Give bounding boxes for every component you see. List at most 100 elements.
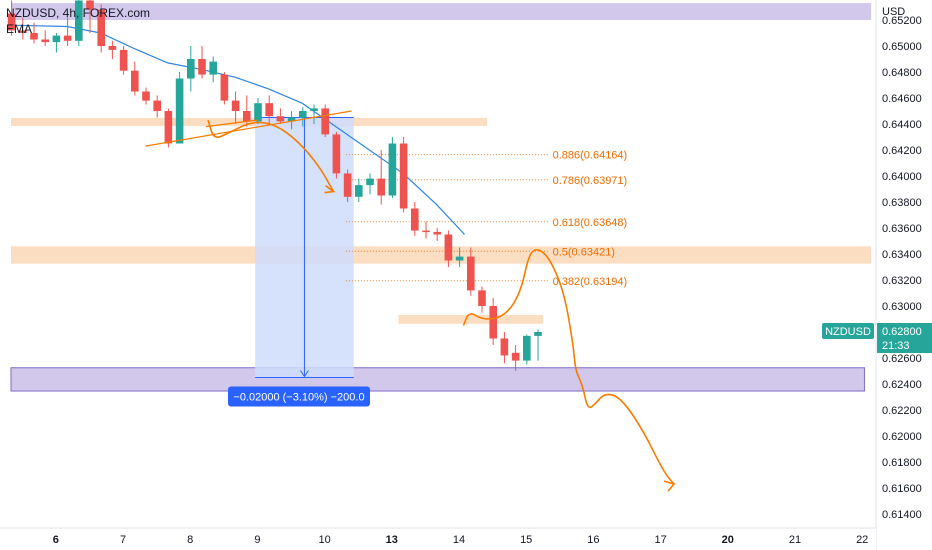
measure-arrow-head <box>300 370 309 378</box>
candle-body <box>455 256 464 261</box>
zone-purple-support <box>10 367 865 392</box>
candle-body <box>86 0 94 10</box>
candle-body <box>231 100 240 111</box>
price-tick: 0.62600 <box>882 353 922 365</box>
fib-label-2: 0.618(0.63648) <box>553 217 628 229</box>
trendline-0 <box>145 110 352 147</box>
measure-label-box <box>228 386 370 407</box>
candle-body <box>422 230 430 233</box>
price-tick: 0.62200 <box>882 405 922 417</box>
candle-body <box>97 9 105 47</box>
time-axis-bg <box>0 528 876 550</box>
ema-path <box>10 24 466 235</box>
candle-body <box>19 30 27 33</box>
price-tick: 0.61600 <box>882 483 922 495</box>
candle-body <box>7 13 16 31</box>
symbol-title[interactable]: NZDUSD, 4h, FOREX.com <box>6 6 151 20</box>
zones-layer <box>10 3 872 392</box>
time-tick: 8 <box>187 534 193 546</box>
ema-indicator-label[interactable]: EMA <box>6 22 33 36</box>
candle-body <box>108 46 117 50</box>
projection-curve <box>462 249 675 485</box>
price-tick: 0.63200 <box>882 275 922 287</box>
time-tick: 9 <box>254 534 260 546</box>
time-tick: 7 <box>120 534 126 546</box>
candle-body <box>287 117 296 122</box>
candle-body <box>131 70 139 92</box>
candle-body <box>30 33 38 40</box>
candle-body <box>377 178 385 196</box>
candle-body <box>265 103 273 117</box>
candle-body <box>243 111 251 122</box>
candle-body <box>534 332 542 336</box>
projection-arrow-head <box>663 480 676 492</box>
time-tick: 13 <box>386 534 398 546</box>
candle-body <box>254 103 262 122</box>
zone-upper-zone <box>11 117 487 127</box>
candle-body <box>75 0 83 41</box>
candle-body <box>119 49 128 71</box>
time-tick: 22 <box>856 534 868 546</box>
time-tick: 20 <box>722 534 734 546</box>
measure-label: −0.02000 (−3.10%) −200.0 <box>233 392 364 404</box>
zone-small-zone <box>398 314 543 324</box>
fib-retracement[interactable]: 0.886(0.64164) 0.786(0.63971) 0.618(0.6364… <box>345 150 628 288</box>
price-axis-bg <box>876 0 932 550</box>
candle-body <box>299 111 307 118</box>
price-tick: 0.62400 <box>882 379 922 391</box>
drawings-layer[interactable] <box>145 110 676 492</box>
candle-body <box>343 173 352 197</box>
candle-body <box>411 208 419 231</box>
candle-body <box>388 143 397 196</box>
candle-body <box>366 178 374 186</box>
candle-body <box>444 234 453 261</box>
candle-body <box>511 352 520 361</box>
candle-body <box>321 108 329 135</box>
candle-body <box>489 306 497 339</box>
price-tick: 0.63400 <box>882 249 922 261</box>
price-tick: 0.64000 <box>882 171 922 183</box>
arrow-curve <box>207 119 335 192</box>
candle-body <box>153 100 161 111</box>
price-tick: 0.61800 <box>882 457 922 469</box>
trendline-1 <box>205 119 258 128</box>
time-tick: 15 <box>520 534 532 546</box>
candles-layer <box>7 0 542 371</box>
fib-label-4: 0.382(0.63194) <box>553 276 628 288</box>
price-tick: 0.62000 <box>882 431 922 443</box>
candle-body <box>467 256 475 291</box>
price-tick: 0.64600 <box>882 93 922 105</box>
candle-body <box>399 143 408 209</box>
price-tick: 0.63800 <box>882 197 922 209</box>
price-tick: 0.65000 <box>882 41 922 53</box>
candle-body <box>164 111 173 144</box>
candle-body <box>175 78 184 144</box>
candle-body <box>142 91 150 101</box>
candle-body <box>276 116 285 122</box>
price-tick: 0.61400 <box>882 509 922 521</box>
candle-body <box>500 338 509 356</box>
arrow-head <box>324 184 336 194</box>
time-tick: 17 <box>654 534 666 546</box>
fib-label-0: 0.886(0.64164) <box>553 150 628 162</box>
price-tick: 0.65200 <box>882 15 922 27</box>
candle-body <box>332 134 341 174</box>
price-tick: 0.63000 <box>882 301 922 313</box>
time-axis[interactable]: 6 7 8 9 10 13 14 15 16 17 20 21 22 <box>0 527 876 550</box>
price-tag-value: 0.62800 <box>882 326 922 338</box>
candle-body <box>433 231 441 235</box>
candle-body <box>310 108 318 111</box>
candle-body <box>63 35 72 41</box>
price-tag-symbol-box <box>822 323 874 339</box>
zone-top-purple <box>11 3 872 20</box>
time-tick: 10 <box>318 534 330 546</box>
price-tick: 0.64800 <box>882 67 922 79</box>
candle-body <box>355 185 363 197</box>
price-tick: 0.64200 <box>882 145 922 157</box>
price-tick: 0.63600 <box>882 223 922 235</box>
time-tick: 6 <box>53 534 59 546</box>
price-tick: 0.64400 <box>882 119 922 131</box>
candle-body <box>478 290 486 306</box>
